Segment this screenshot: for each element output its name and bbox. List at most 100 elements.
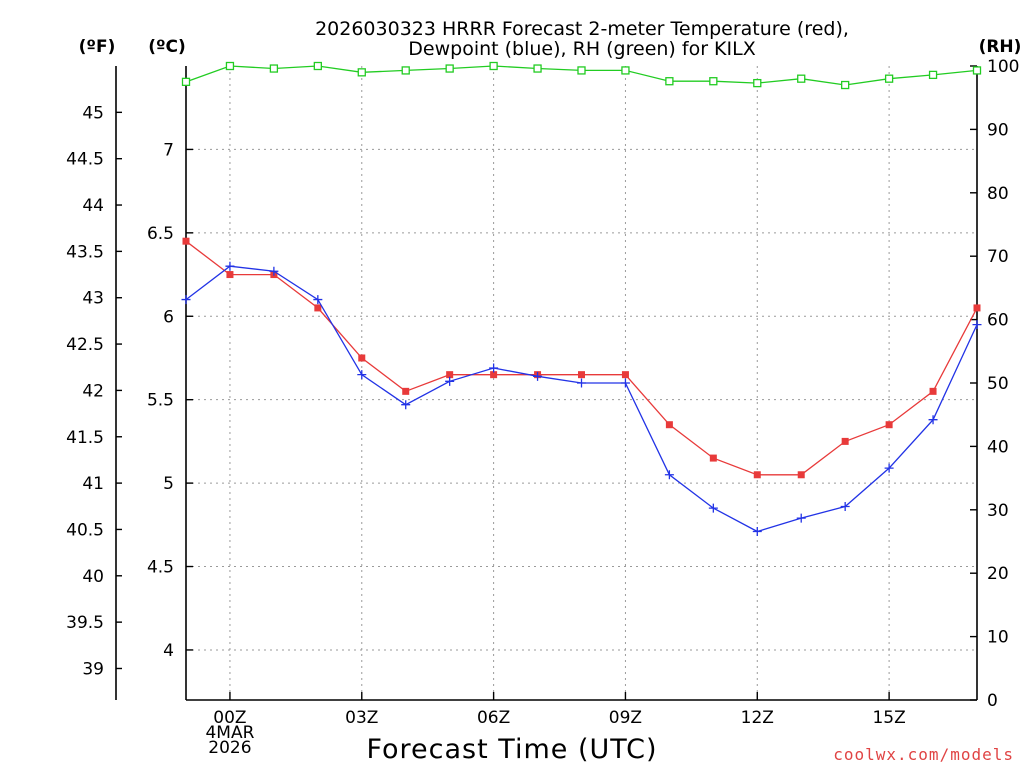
rh-tick-label-10: 100 [987,57,1019,77]
temperature-point-18 [973,304,981,312]
dewpoint-point-12 [708,503,718,513]
rh-tick-label-9: 90 [987,120,1009,140]
x-tick-label-0-2: 2026 [208,738,251,758]
fahrenheit-tick-label-2: 40 [82,567,104,587]
rh-tick-label-0: 0 [987,691,998,711]
x-tick-label-5-0: 15Z [872,708,905,728]
rh-point-1 [225,61,235,71]
rh-point-5 [401,66,410,75]
fahrenheit-unit-label: (ºF) [79,37,116,57]
x-axis-label: Forecast Time (UTC) [366,734,657,765]
rh-point-11 [665,77,674,86]
x-tick-label-0-1: 4MAR [205,723,254,743]
fahrenheit-tick-label-10: 44 [82,196,104,216]
temperature-point-10 [621,371,629,379]
dewpoint-point-17 [928,415,938,425]
rh-point-7 [489,61,498,71]
fahrenheit-tick-label-11: 44.5 [66,150,104,170]
dewpoint-point-8 [533,371,543,381]
rh-tick-label-3: 30 [987,501,1009,521]
fahrenheit-tick-label-3: 40.5 [66,520,104,540]
rh-point-15 [841,80,850,90]
dewpoint-point-18 [972,320,982,330]
dewpoint-point-15 [840,501,850,511]
temperature-point-9 [578,371,585,379]
fahrenheit-tick-label-1: 39.5 [66,613,104,633]
celsius-tick-label-1: 4.5 [147,558,174,578]
fahrenheit-tick-label-7: 42.5 [66,335,104,355]
dewpoint-point-6 [445,376,455,386]
temperature-point-3 [314,304,322,312]
rh-point-17 [928,70,938,80]
temperature-point-16 [885,421,893,429]
x-tick-label-0-0: 00Z [213,708,246,728]
x-tick-label-1-0: 03Z [345,708,378,728]
rh-tick-label-8: 80 [987,184,1009,204]
dewpoint-point-16 [884,463,894,473]
fahrenheit-tick-label-9: 43.5 [66,242,104,262]
x-tick-label-4-0: 12Z [741,708,774,728]
rh-point-0 [181,77,191,86]
rh-tick-label-2: 20 [987,564,1009,584]
celsius-tick-label-4: 6 [163,307,174,327]
fahrenheit-tick-label-12: 45 [82,103,104,123]
temperature-series-line [185,240,978,476]
rh-tick-label-6: 60 [987,311,1009,331]
rh-tick-label-4: 40 [987,437,1009,457]
rh-point-4 [357,68,366,77]
x-tick-label-3-0: 09Z [609,708,642,728]
temperature-point-11 [665,421,673,429]
dewpoint-point-13 [752,526,762,536]
watermark: coolwx.com/models [833,745,1014,764]
celsius-tick-label-6: 7 [163,140,174,160]
rh-point-10 [621,66,630,75]
rh-point-13 [753,78,762,88]
dewpoint-point-7 [489,363,499,373]
rh-point-14 [797,74,806,83]
temperature-point-0 [182,237,190,245]
grid [186,66,977,700]
dewpoint-point-2 [269,266,279,276]
dewpoint-point-11 [664,470,674,480]
rh-point-18 [972,66,982,75]
dewpoint-point-0 [181,295,191,305]
temperature-point-6 [446,371,454,379]
rh-unit-label: (RH) [979,37,1022,57]
dewpoint-point-3 [313,295,323,305]
temperature-point-7 [490,371,498,379]
axes: 44.555.566.573939.54040.54141.54242.5434… [66,57,1019,758]
fahrenheit-tick-label-0: 39 [82,659,104,679]
temperature-point-14 [797,471,805,479]
chart-title-line-2: Dewpoint (blue), RH (green) for KILX [408,38,755,60]
dewpoint-point-1 [225,261,235,271]
rh-point-6 [445,64,454,73]
rh-tick-label-7: 70 [987,247,1009,267]
temperature-point-13 [753,471,761,479]
dewpoint-point-10 [620,378,630,388]
celsius-tick-label-5: 6.5 [147,224,174,244]
rh-point-9 [577,66,586,75]
dewpoint-series-line [185,265,978,533]
rh-point-2 [269,64,279,73]
rh-tick-label-1: 10 [987,628,1009,648]
dewpoint-point-9 [577,378,586,388]
celsius-tick-label-2: 5 [163,474,174,494]
rh-tick-label-5: 50 [987,374,1009,394]
series [181,61,982,536]
fahrenheit-tick-label-6: 42 [82,381,104,401]
temperature-point-1 [226,271,234,279]
chart-title-line-1: 2026030323 HRRR Forecast 2-meter Tempera… [315,18,849,40]
celsius-tick-label-0: 4 [163,641,174,661]
temperature-point-5 [402,387,410,395]
fahrenheit-tick-label-4: 41 [82,474,104,494]
x-tick-label-2-0: 06Z [477,708,510,728]
fahrenheit-tick-label-5: 41.5 [66,428,104,448]
dewpoint-point-4 [357,370,367,380]
temperature-point-17 [929,387,937,395]
rh-point-8 [533,64,542,73]
temperature-point-15 [841,437,849,445]
temperature-point-12 [709,454,717,462]
celsius-tick-label-3: 5.5 [147,391,174,411]
rh-point-16 [884,74,894,83]
